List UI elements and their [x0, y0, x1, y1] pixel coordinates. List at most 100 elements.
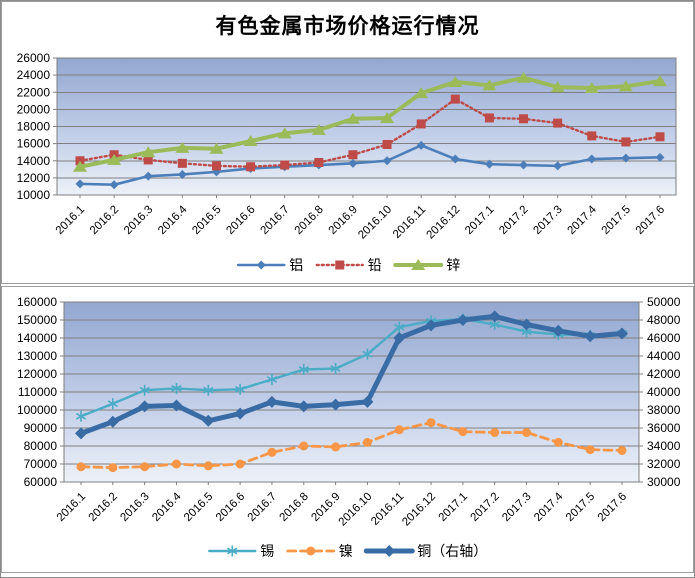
data-point-series-0	[521, 328, 532, 336]
y-axis-label: 70000	[24, 457, 58, 471]
data-point-series-1	[246, 162, 256, 172]
data-point-series-2	[175, 141, 190, 153]
x-axis-label: 2017.5	[564, 491, 597, 524]
data-point-series-1	[621, 137, 631, 147]
data-point-series-0	[587, 154, 597, 164]
x-axis-label: 2016.11	[369, 491, 406, 528]
x-axis-label: 2016.4	[156, 203, 190, 237]
x-axis-label: 2016.2	[87, 491, 120, 524]
data-point-series-2	[616, 327, 628, 340]
data-point-series-0	[450, 154, 460, 164]
x-axis-label: 2017.5	[600, 204, 633, 237]
y-axis-label: 22000	[17, 85, 51, 99]
data-point-series-2	[202, 414, 215, 427]
data-point-series-0	[143, 171, 153, 181]
data-point-series-2	[516, 71, 531, 83]
data-point-series-2	[584, 330, 597, 343]
x-axis-label: 2016.6	[224, 204, 257, 237]
y-axis-label: 24000	[17, 68, 51, 82]
data-point-series-2	[488, 310, 501, 323]
data-point-series-1	[553, 437, 563, 447]
data-point-series-0	[234, 385, 246, 393]
data-point-series-0	[348, 158, 358, 168]
data-point-series-0	[109, 180, 119, 190]
data-point-series-1	[171, 459, 181, 469]
data-point-series-0	[266, 375, 278, 383]
x-axis-label: 2016.9	[327, 204, 360, 237]
data-point-series-1	[553, 118, 563, 128]
x-axis-label: 2016.8	[278, 491, 311, 524]
data-point-series-2	[138, 400, 151, 413]
data-point-series-0	[621, 153, 631, 163]
data-point-series-2	[243, 135, 258, 147]
data-point-series-0	[171, 384, 182, 392]
series-line-0	[78, 144, 662, 187]
y-axis-label: 120000	[17, 367, 57, 381]
data-point-series-0	[330, 365, 341, 373]
data-point-series-2	[584, 81, 599, 93]
data-point-series-1	[655, 132, 665, 142]
y-axis-right-label: 34000	[647, 439, 681, 453]
x-axis-label: 2016.12	[400, 491, 438, 529]
legend-marker-1	[306, 546, 316, 556]
legend-marker-2	[411, 259, 426, 270]
data-point-series-1	[108, 463, 118, 473]
x-axis-label: 2016.3	[122, 204, 155, 237]
x-axis-label: 2016.1	[54, 204, 87, 237]
x-axis-label: 2016.5	[190, 204, 223, 237]
series-line-1	[78, 97, 662, 168]
legend-marker-0	[256, 260, 266, 270]
data-point-series-0	[298, 366, 309, 373]
x-axis-label: 2016.6	[214, 491, 247, 524]
x-axis-label: 2017.3	[531, 204, 564, 237]
data-point-series-2	[141, 146, 156, 158]
data-point-series-2	[456, 314, 469, 326]
data-point-series-1	[235, 459, 245, 469]
data-point-series-0	[484, 159, 494, 169]
data-point-series-1	[203, 461, 213, 471]
series-line-0	[79, 317, 624, 418]
x-axis-label: 2016.10	[337, 491, 375, 529]
data-point-series-0	[519, 160, 529, 170]
y-axis-label: 12000	[17, 171, 51, 185]
legend-label: 锌	[446, 257, 460, 273]
legend-label: 铅	[368, 257, 382, 273]
data-point-series-2	[106, 415, 119, 428]
x-axis-label: 2017.4	[532, 490, 566, 524]
y-axis-label: 160000	[17, 295, 57, 309]
y-axis-label: 60000	[24, 475, 58, 489]
data-point-series-2	[234, 407, 247, 420]
legend-marker-1	[335, 260, 345, 270]
data-point-series-1	[522, 428, 532, 437]
data-point-series-1	[348, 150, 358, 160]
legend-marker-0	[227, 547, 238, 555]
legend-label: 锡	[260, 543, 274, 559]
data-point-series-2	[520, 318, 533, 331]
x-axis-label: 2016.7	[246, 491, 279, 524]
data-point-series-1	[177, 158, 187, 168]
data-point-series-2	[414, 87, 429, 99]
data-point-series-2	[380, 111, 395, 123]
data-point-series-2	[618, 80, 633, 92]
data-point-series-2	[265, 395, 278, 408]
legend-marker-2	[383, 545, 396, 557]
x-axis-label: 2017.4	[566, 203, 600, 237]
data-point-series-0	[177, 169, 187, 179]
x-axis-label: 2017.1	[463, 204, 496, 237]
data-point-series-1	[458, 427, 468, 437]
x-axis-label: 2017.6	[634, 204, 667, 237]
data-point-series-1	[280, 160, 290, 170]
y-axis-right-label: 36000	[647, 421, 681, 435]
y-axis-right-label: 30000	[647, 475, 681, 489]
data-point-series-0	[655, 152, 665, 162]
data-point-series-1	[617, 446, 627, 455]
x-axis-label: 2017.3	[500, 491, 533, 524]
data-point-series-1	[394, 425, 404, 435]
data-point-series-2	[482, 79, 497, 91]
data-point-series-2	[75, 427, 87, 440]
data-point-series-2	[170, 399, 183, 412]
data-point-series-2	[209, 142, 224, 154]
top-chart-card: 有色金属市场价格运行情况 10000 12000 14000 16000 18000 20…	[1, 1, 694, 284]
x-axis-label: 2016.5	[182, 491, 215, 524]
